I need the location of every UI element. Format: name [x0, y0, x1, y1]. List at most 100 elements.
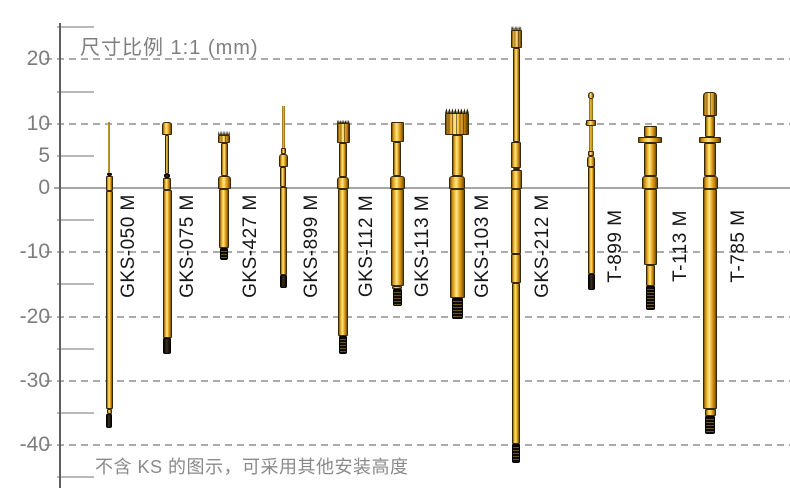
probe-segment-gold	[643, 188, 657, 266]
probe-segment-gold	[105, 190, 113, 409]
minor-tick--35mm	[57, 412, 94, 415]
probe-segment-thread	[220, 247, 228, 260]
probe-segment-gold	[699, 136, 721, 143]
minor-tick--25mm	[57, 347, 94, 350]
probe-segment-gold	[106, 408, 112, 415]
probe-label: GKS-112 M	[356, 194, 377, 298]
minor-tick--15mm	[57, 283, 94, 286]
probe-segment-gold	[643, 126, 657, 137]
probe-segment-round	[278, 153, 288, 167]
gridline--20mm	[45, 315, 790, 318]
probe-segment-gold	[279, 166, 287, 188]
probe-segment-gold	[393, 141, 401, 177]
probe-segment-dark	[587, 274, 595, 291]
probe-segment-cap	[703, 92, 717, 116]
axis-tick-label: -20	[19, 304, 50, 328]
probe-segment-gold	[512, 283, 520, 444]
probe-segment-gold	[587, 167, 595, 275]
probe-segment-gold	[219, 189, 229, 248]
probe-label: GKS-899 M	[301, 194, 322, 298]
probe-segment-gold	[449, 189, 465, 298]
probe-segment-slots	[445, 113, 469, 135]
probe-segment-dark	[164, 174, 170, 178]
probe-segment-gold	[451, 134, 463, 177]
probe-segment-slots	[218, 135, 230, 143]
probe-segment-gold	[164, 134, 170, 175]
probe-segment-round	[162, 122, 172, 135]
probe-segment-round	[642, 176, 658, 189]
probe-segment-round	[702, 176, 718, 189]
probe-segment-gold	[510, 169, 522, 189]
probe-segment-round	[217, 176, 231, 190]
probe-segment-dark	[163, 337, 171, 354]
minor-tick--45mm	[57, 476, 94, 479]
axis-tick-label: -30	[19, 368, 50, 392]
probe-label: GKS-050 M	[118, 194, 139, 298]
probe-label: T-899 M	[605, 209, 626, 283]
probe-segment-gold	[339, 142, 347, 178]
gridline-20mm	[45, 58, 790, 61]
probe-segment-dark	[106, 414, 112, 428]
probe-segment-gold	[280, 148, 286, 154]
axis-tick-label: -10	[19, 240, 50, 264]
probe-segment-gold	[163, 177, 171, 190]
probe-segment-thread	[645, 286, 655, 310]
probe-segment-thread	[705, 415, 715, 434]
probe-label: T-113 M	[670, 210, 691, 282]
probe-segment-gold	[281, 106, 285, 149]
footnote: 不含 KS 的图示，可采用其他安装高度	[95, 457, 409, 477]
gridline--40mm	[45, 444, 790, 447]
probe-segment-round	[389, 176, 405, 189]
probe-segment-gold	[703, 188, 717, 410]
minor-tick-25mm	[57, 26, 94, 29]
probe-segment-gold	[392, 285, 402, 289]
probe-segment-gold	[511, 188, 521, 254]
probe-segment-gold	[338, 188, 348, 336]
axis-line	[59, 23, 61, 488]
probe-segment-thread	[392, 288, 402, 307]
probe-segment-gold	[511, 253, 521, 284]
probe-segment-gold	[589, 125, 593, 151]
probe-segment-slots	[510, 29, 522, 48]
probe-segment-dark	[106, 173, 112, 177]
minor-tick-5mm	[57, 154, 94, 157]
probe-label: GKS-113 M	[412, 194, 433, 298]
axis-tick-label: 20	[26, 47, 50, 71]
probe-segment-thread	[451, 297, 463, 319]
probe-segment-gold	[162, 189, 172, 338]
probe-segment-gold	[705, 115, 715, 137]
probe-label: T-785 M	[728, 209, 749, 283]
zero-line	[54, 187, 790, 189]
axis-tick-label: -40	[19, 433, 50, 457]
gridline--10mm	[45, 251, 790, 254]
minor-tick--5mm	[57, 219, 94, 222]
probe-segment-thread	[512, 443, 520, 464]
probe-segment-round	[337, 177, 349, 189]
probe-segment-gold	[588, 150, 594, 157]
probe-segment-round	[587, 156, 595, 168]
probe-segment-gold	[512, 47, 520, 142]
probe-segment-gold	[107, 121, 111, 174]
minor-tick-15mm	[57, 90, 94, 93]
probe-segment-dark	[279, 275, 287, 288]
probe-segment-gold	[704, 142, 716, 177]
probe-segment-gold	[279, 187, 287, 276]
probe-label: GKS-427 M	[240, 194, 261, 298]
probe-segment-thread	[339, 335, 347, 354]
probe-label: GKS-075 M	[177, 194, 198, 298]
probe-segment-gold	[638, 136, 662, 143]
probe-segment-gold	[390, 188, 404, 286]
axis-tick-label: 0	[38, 176, 50, 199]
probe-segment-gold	[643, 142, 657, 177]
probe-segment-ball	[588, 92, 594, 99]
probe-label: GKS-212 M	[532, 194, 553, 298]
probe-label: GKS-103 M	[472, 194, 493, 298]
diagram-title: 尺寸比例 1:1 (mm)	[80, 37, 259, 59]
probe-segment-gold	[512, 168, 520, 171]
probe-segment-gold	[586, 119, 596, 126]
probe-segment-gold	[704, 409, 716, 416]
probe-segment-gold	[645, 265, 655, 287]
gridline-10mm	[45, 122, 790, 125]
probe-segment-round	[449, 176, 465, 190]
